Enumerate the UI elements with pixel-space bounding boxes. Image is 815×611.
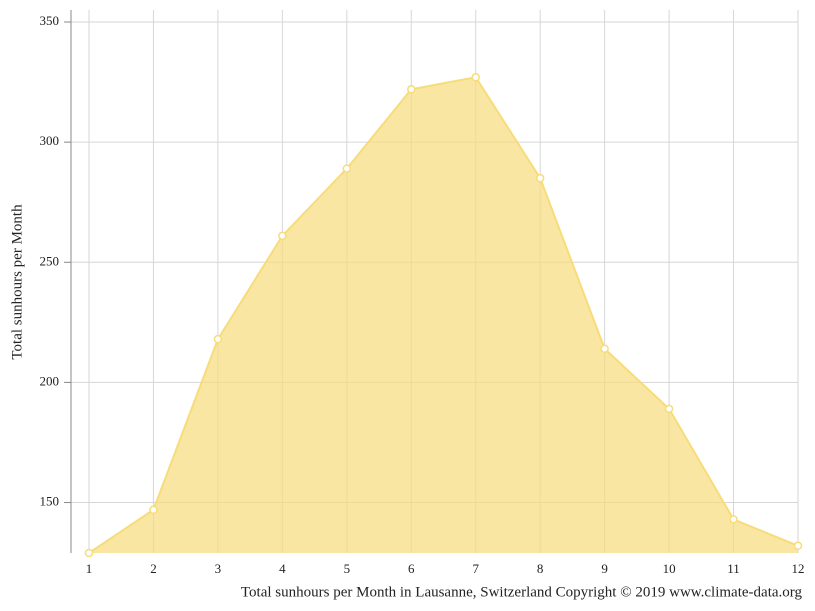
y-tick-label: 150 [40,494,60,509]
point [600,344,609,354]
x-tick-label: 3 [215,561,222,576]
area [89,77,798,553]
x-tick-label: 5 [344,561,351,576]
x-tick-label: 1 [86,561,93,576]
x-tick-label: 4 [279,561,286,576]
x-tick-label: 11 [727,561,740,576]
x-tick-label: 9 [601,561,608,576]
x-tick-label: 7 [472,561,479,576]
point [407,85,416,94]
y-tick-label: 250 [40,253,60,268]
line [88,76,799,554]
y-axis-title: Total sunhours per Month [9,204,25,360]
y-tick-label: 300 [40,133,60,148]
x-tick-label: 12 [792,561,805,576]
x-tick-label: 6 [408,561,415,576]
point [471,73,480,82]
point [342,164,352,173]
y-tick-label: 350 [40,13,60,28]
point [793,541,803,551]
x-tick-label: 2 [150,561,157,576]
x-tick-label: 8 [537,561,544,576]
y-tick-label: 200 [40,373,60,388]
point [84,548,94,558]
point [664,404,674,414]
point [535,173,545,183]
point [149,505,158,515]
x-axis-title: Total sunhours per Month in Lausanne, Sw… [241,584,803,600]
point [729,515,738,524]
x-tick-label: 10 [663,561,676,576]
point [213,334,223,344]
point [278,231,287,241]
